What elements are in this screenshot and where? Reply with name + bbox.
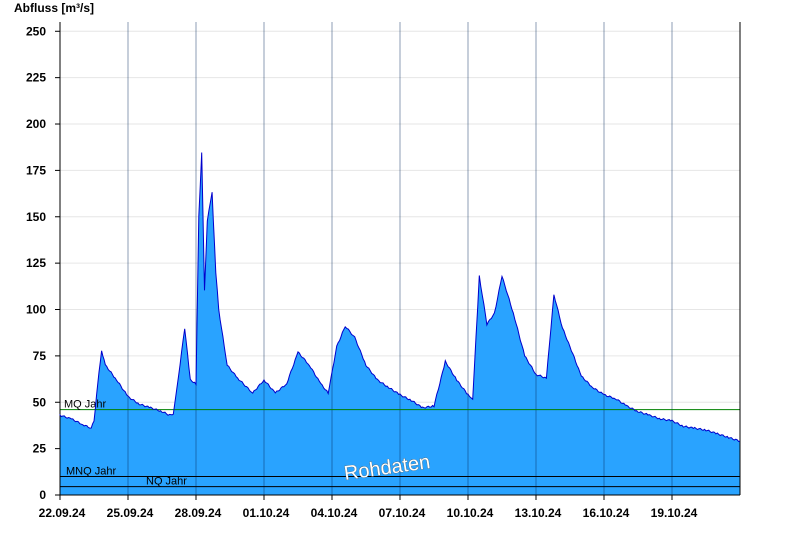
reference-line-label: NQ Jahr: [146, 476, 187, 488]
y-tick-label: 0: [39, 488, 46, 502]
y-tick-label: 75: [33, 349, 47, 363]
x-tick-label: 13.10.24: [515, 506, 562, 520]
y-tick-label: 175: [26, 163, 46, 177]
y-tick-label: 125: [26, 256, 46, 270]
y-axis-label: Abfluss [m³/s]: [14, 1, 94, 15]
y-tick-label: 150: [26, 210, 46, 224]
discharge-line: [59, 152, 741, 443]
x-tick-label: 19.10.24: [651, 506, 698, 520]
x-tick-label: 22.09.24: [39, 506, 86, 520]
y-tick-label: 250: [26, 24, 46, 38]
y-tick-label: 50: [33, 395, 47, 409]
y-tick-label: 200: [26, 117, 46, 131]
x-tick-label: 16.10.24: [583, 506, 630, 520]
x-tick-label: 07.10.24: [379, 506, 426, 520]
y-tick-label: 25: [33, 442, 47, 456]
x-tick-label: 25.09.24: [107, 506, 154, 520]
x-tick-label: 10.10.24: [447, 506, 494, 520]
y-tick-label: 225: [26, 71, 46, 85]
grid-lines: [60, 30, 740, 450]
x-tick-labels: 22.09.24 25.09.24 28.09.24 01.10.24 04.10.24…: [39, 495, 698, 520]
reference-line-label: MNQ Jahr: [66, 465, 116, 477]
y-tick-labels: 0 25 50 75 100 125 150 175 200 225 250: [26, 24, 60, 502]
x-tick-label: 01.10.24: [243, 506, 290, 520]
y-tick-label: 100: [26, 303, 46, 317]
x-tick-label: 04.10.24: [311, 506, 358, 520]
reference-line-label: MQ Jahr: [64, 399, 107, 411]
x-tick-label: 28.09.24: [175, 506, 222, 520]
